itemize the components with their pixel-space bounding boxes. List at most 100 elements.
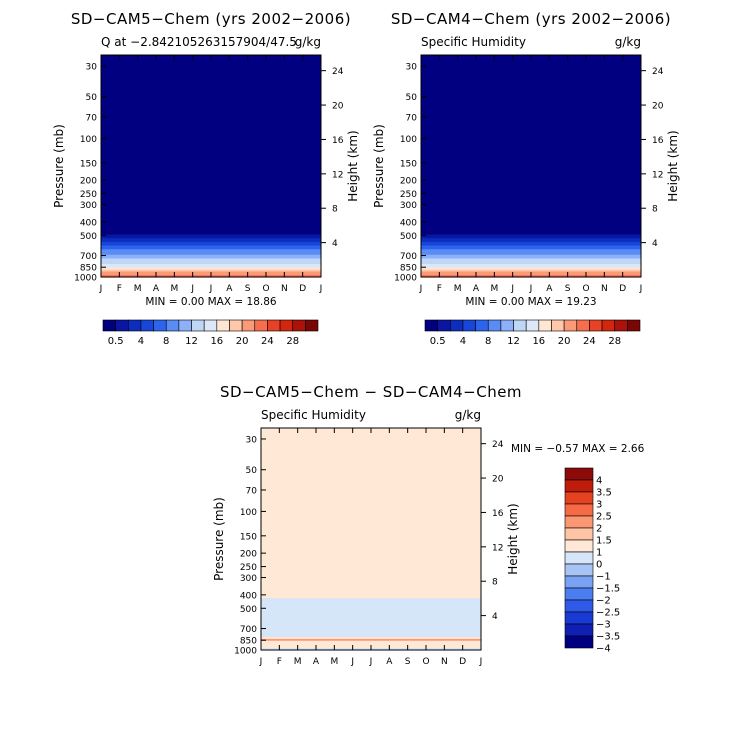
contour-band bbox=[261, 479, 481, 483]
colorbar-swatch bbox=[564, 467, 594, 481]
y-right-tick-label: 20 bbox=[492, 475, 504, 485]
contour-band bbox=[421, 106, 641, 110]
x-tick-label: O bbox=[422, 657, 429, 667]
chart-panel-2: J F M A M J J A S O N D J305070100150200250300400500… bbox=[372, 10, 680, 347]
contour-band bbox=[261, 509, 481, 512]
contour-band bbox=[101, 201, 321, 204]
colorbar-swatch bbox=[475, 319, 489, 332]
contour-band bbox=[101, 154, 321, 158]
contour-band bbox=[261, 572, 481, 575]
x-tick-label: A bbox=[473, 284, 480, 294]
contour-band bbox=[101, 101, 321, 104]
contour-band bbox=[261, 507, 481, 510]
contour-band bbox=[421, 116, 641, 119]
contour-band bbox=[101, 116, 321, 119]
contour-band bbox=[421, 197, 641, 200]
contour-band bbox=[261, 583, 481, 586]
contour-band bbox=[101, 241, 321, 245]
y-tick-label: 200 bbox=[80, 177, 97, 187]
y-tick-label: 50 bbox=[246, 466, 258, 476]
x-tick-label: J bbox=[190, 284, 194, 294]
x-tick-label: D bbox=[619, 284, 626, 294]
contour-band bbox=[101, 141, 321, 145]
contour-band bbox=[101, 262, 321, 265]
y-tick-label: 400 bbox=[80, 218, 97, 228]
colorbar-label: 12 bbox=[507, 336, 520, 347]
contour-band bbox=[261, 564, 481, 568]
x-tick-label: M bbox=[454, 284, 462, 294]
x-tick-label: M bbox=[134, 284, 142, 294]
contour-band bbox=[261, 442, 481, 446]
contour-band bbox=[421, 219, 641, 223]
contour-band bbox=[261, 616, 481, 620]
colorbar-swatch bbox=[153, 319, 167, 332]
contour-band bbox=[101, 82, 321, 86]
contour-band bbox=[261, 557, 481, 560]
contour-band bbox=[421, 66, 641, 69]
contour-band bbox=[101, 69, 321, 73]
contour-band bbox=[261, 592, 481, 596]
colorbar-swatch bbox=[462, 319, 476, 332]
contour-band bbox=[261, 502, 481, 505]
contour-band bbox=[261, 520, 481, 523]
contour-band bbox=[421, 80, 641, 84]
y-tick-label: 300 bbox=[400, 201, 417, 211]
contour-band bbox=[421, 119, 641, 123]
contour-band bbox=[261, 461, 481, 464]
colorbar-swatch bbox=[115, 319, 129, 332]
contour-band bbox=[101, 132, 321, 136]
contour-band bbox=[101, 88, 321, 91]
contour-band bbox=[101, 175, 321, 178]
x-tick-label: J bbox=[529, 284, 533, 294]
contour-band bbox=[101, 227, 321, 230]
contour-band bbox=[421, 204, 641, 208]
x-tick-label: J bbox=[419, 284, 423, 294]
colorbar-label: 12 bbox=[185, 336, 198, 347]
contour-band bbox=[421, 234, 641, 237]
contour-band bbox=[101, 75, 321, 78]
contour-band bbox=[261, 513, 481, 516]
contour-band bbox=[421, 143, 641, 147]
contour-band bbox=[421, 243, 641, 247]
x-tick-label: S bbox=[565, 284, 571, 294]
contour-band bbox=[261, 531, 481, 535]
contour-band bbox=[101, 264, 321, 267]
colorbar-swatch bbox=[254, 319, 268, 332]
contour-band bbox=[101, 269, 321, 273]
colorbar-label: 20 bbox=[236, 336, 249, 347]
contour-band bbox=[261, 570, 481, 573]
x-tick-label: A bbox=[313, 657, 320, 667]
contour-band bbox=[101, 171, 321, 174]
contour-band bbox=[421, 190, 641, 193]
x-tick-label: J bbox=[369, 657, 373, 667]
y-tick-label: 100 bbox=[400, 135, 417, 145]
contour-band bbox=[261, 483, 481, 486]
y-tick-label: 150 bbox=[400, 159, 417, 169]
y-right-tick-label: 4 bbox=[492, 612, 498, 622]
contour-band bbox=[421, 171, 641, 174]
colorbar-label: 28 bbox=[608, 336, 621, 347]
colorbar-swatch bbox=[627, 319, 641, 332]
colorbar-label: 2.5 bbox=[596, 512, 612, 523]
contour-band bbox=[421, 240, 641, 243]
x-tick-label: N bbox=[601, 284, 608, 294]
colorbar-swatch bbox=[279, 319, 294, 332]
contour-band bbox=[421, 123, 641, 126]
contour-band bbox=[421, 82, 641, 86]
contour-band bbox=[421, 254, 641, 258]
x-tick-label: A bbox=[226, 284, 233, 294]
y-right-tick-label: 24 bbox=[652, 67, 664, 77]
contour-band bbox=[101, 188, 321, 191]
x-tick-label: S bbox=[245, 284, 251, 294]
contour-band bbox=[261, 627, 481, 631]
contour-band bbox=[261, 476, 481, 479]
contour-band bbox=[101, 156, 321, 160]
contour-band bbox=[101, 208, 321, 211]
contour-band bbox=[261, 448, 481, 451]
contour-band bbox=[101, 254, 321, 258]
contour-band bbox=[261, 559, 481, 562]
contour-band bbox=[421, 132, 641, 136]
contour-band bbox=[421, 112, 641, 115]
x-tick-label: J bbox=[259, 657, 263, 667]
contour-band bbox=[261, 625, 481, 629]
